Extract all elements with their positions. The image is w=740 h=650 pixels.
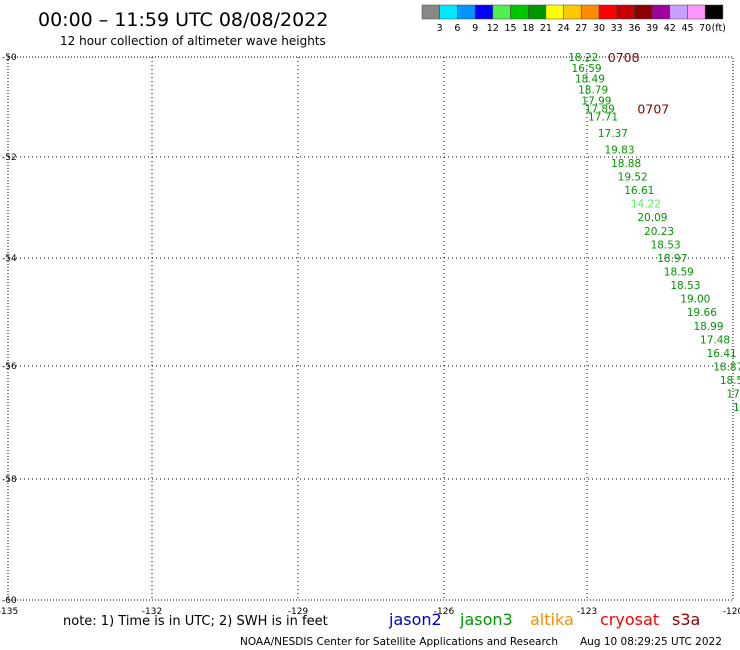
scale-swatch (651, 4, 671, 20)
swh-value-label: 14.22 (631, 199, 661, 211)
scale-swatch (598, 4, 617, 20)
swh-value-label: 18.53 (651, 239, 681, 251)
swh-value-label: 16.41 (707, 348, 737, 360)
scale-label: 39 (646, 23, 658, 34)
scale-swatch (474, 4, 494, 20)
satellite-legend-jason2: jason2 (388, 610, 442, 629)
scale-label: 70 (699, 23, 711, 34)
timestamp-text: Aug 10 08:29:25 UTC 2022 (580, 636, 722, 648)
x-tick-label: -129 (288, 607, 309, 617)
scale-swatch (439, 4, 458, 20)
swh-value-label: 18.99 (693, 321, 723, 333)
swh-value-label: 18.59 (664, 266, 694, 278)
scale-label: 12 (487, 23, 499, 34)
scale-swatch (669, 4, 688, 20)
swh-value-label: 18.88 (611, 158, 641, 170)
scale-swatch (457, 4, 476, 20)
scale-unit-label: (ft) (712, 23, 726, 34)
satellite-legend-jason3: jason3 (459, 610, 513, 629)
y-tick-label: -52 (2, 153, 17, 163)
swh-value-label: 17.89 (585, 104, 615, 116)
scale-label: 27 (575, 23, 587, 34)
scale-swatch (704, 4, 724, 20)
note-text: note: 1) Time is in UTC; 2) SWH is in fe… (63, 614, 328, 629)
x-tick-label: -120 (723, 607, 740, 617)
swh-value-label: 20.23 (644, 226, 674, 238)
y-tick-label: -54 (2, 254, 17, 264)
swh-value-label: 19.00 (680, 294, 710, 306)
scale-swatch (492, 4, 511, 20)
scale-swatch (563, 4, 582, 20)
swh-value-label: 16.59 (572, 63, 602, 75)
scale-swatch (510, 4, 529, 20)
y-tick-label: -58 (2, 475, 17, 485)
y-tick-label: -60 (2, 596, 17, 606)
swh-value-label: 18.87 (713, 362, 740, 374)
y-tick-label: -56 (2, 362, 17, 372)
swh-value-label: 16.94 (733, 402, 740, 414)
scale-label: 42 (664, 23, 676, 34)
scale-label: 6 (454, 23, 460, 34)
x-tick-label: -135 (0, 607, 18, 617)
swh-value-label: 18.53 (670, 280, 700, 292)
scale-swatch (545, 4, 564, 20)
page-title: 00:00 – 11:59 UTC 08/08/2022 (38, 9, 328, 31)
swh-value-label: 17.37 (598, 128, 628, 140)
swh-value-label: 18.97 (657, 253, 687, 265)
scale-label: 18 (522, 23, 534, 34)
swh-value-label: 19.52 (618, 171, 648, 183)
x-tick-label: -132 (142, 607, 162, 617)
plot-frame (7, 56, 734, 601)
scale-label: 21 (540, 23, 552, 34)
swh-value-label: 17.99 (581, 95, 611, 107)
swh-value-label: 19.83 (604, 144, 634, 156)
swh-value-label: 18.22 (568, 52, 598, 64)
swh-value-label: 17.71 (588, 112, 618, 124)
scale-label: 30 (593, 23, 605, 34)
satellite-legend: jason2 jason3 altika cryosat s3a (388, 610, 700, 629)
scale-swatch (421, 4, 440, 20)
scale-swatch (581, 4, 600, 20)
scale-label: 33 (611, 23, 623, 34)
scale-swatch (634, 4, 653, 20)
axis-ticks: -135 -132 -129 -126 -123 -120 -50 -52 -54 -56 -58 -… (0, 53, 740, 617)
swh-value-label: 18.79 (578, 85, 608, 97)
credit-text: NOAA/NESDIS Center for Satellite Applica… (240, 636, 558, 648)
x-tick-label: -123 (577, 607, 597, 617)
swh-value-label: 17.25 (726, 389, 740, 401)
swh-color-scale: 3 6 9 12 15 18 21 24 27 30 33 36 39 42 45 70 (ft) (421, 4, 726, 34)
scale-label: 3 (437, 23, 443, 34)
satellite-legend-s3a: s3a (672, 610, 700, 629)
swh-value-label: 16.61 (624, 185, 654, 197)
swh-value-label: 20.09 (637, 212, 667, 224)
x-tick-label: -126 (434, 607, 455, 617)
page-subtitle: 12 hour collection of altimeter wave hei… (60, 34, 326, 48)
scale-swatch (527, 4, 547, 20)
plot-area (7, 56, 734, 601)
scale-label: 36 (628, 23, 640, 34)
swh-value-label: 18.49 (575, 74, 605, 86)
satellite-legend-cryosat: cryosat (600, 610, 659, 629)
scale-label: 45 (681, 23, 693, 34)
satellite-legend-altika: altika (530, 610, 574, 629)
scale-label: 24 (558, 23, 570, 34)
time-label: 0708 (608, 50, 640, 65)
swh-value-label: 19.66 (687, 307, 717, 319)
y-tick-label: -50 (2, 53, 17, 63)
scale-swatch (616, 4, 635, 20)
scale-label: 9 (472, 23, 478, 34)
time-label: 0707 (637, 102, 669, 117)
swh-value-label: 17.48 (700, 334, 730, 346)
scale-swatch (687, 4, 706, 20)
swh-value-label: 18.57 (720, 375, 740, 387)
scale-label: 15 (504, 23, 516, 34)
